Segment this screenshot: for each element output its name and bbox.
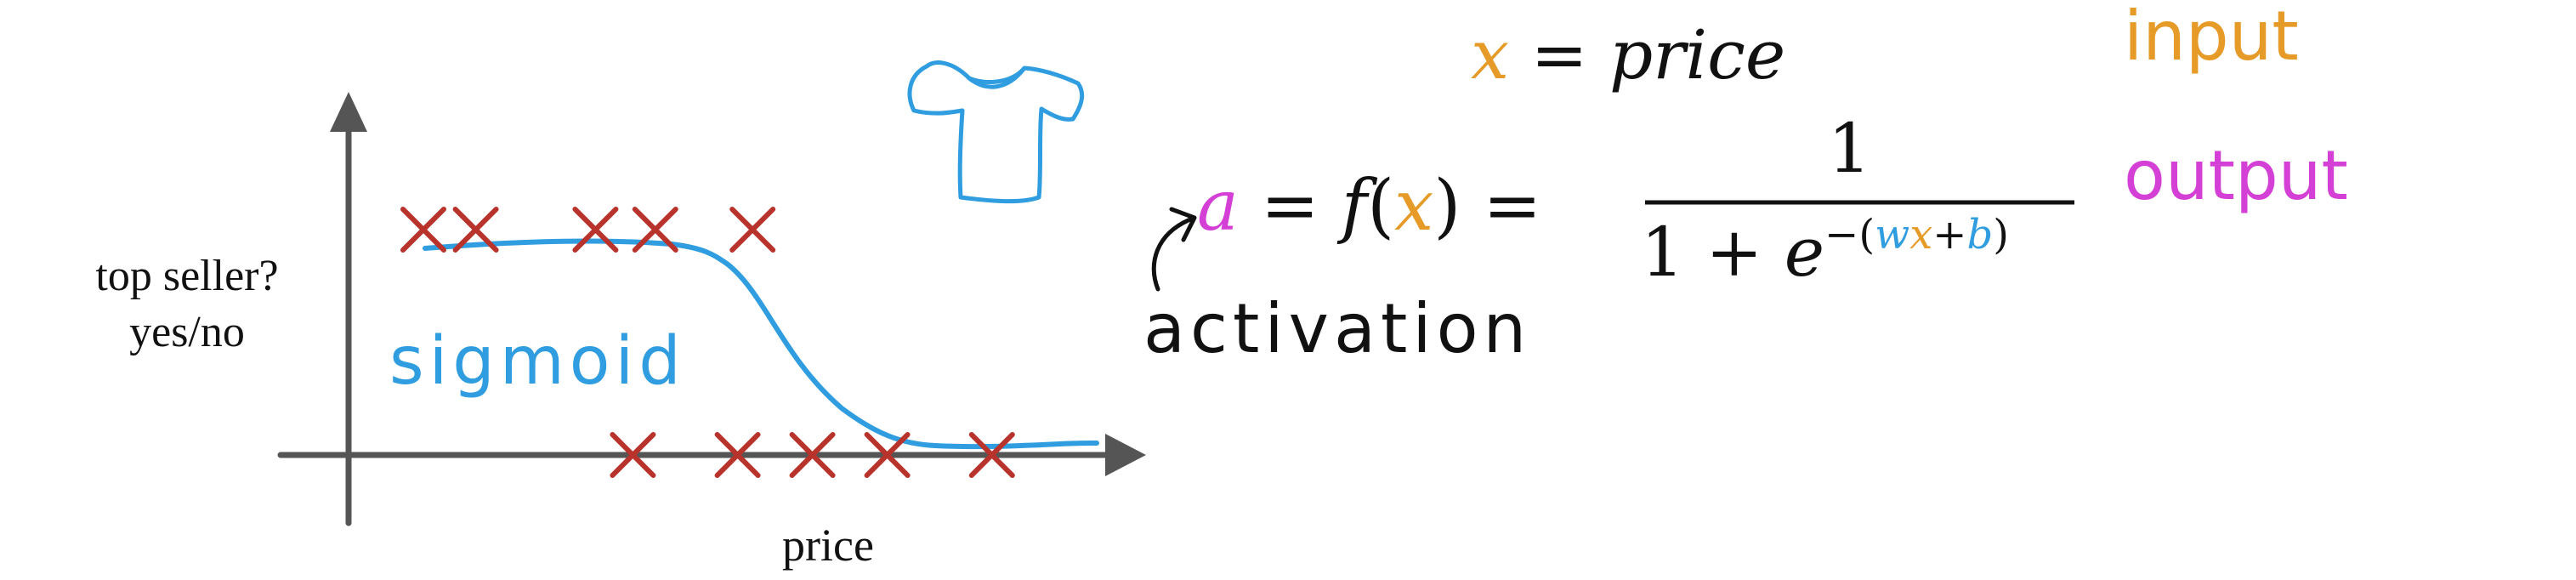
y-axis-label-line2: yes/no [129, 308, 245, 356]
input-label: input [2124, 0, 2299, 76]
sigmoid-curve [423, 238, 1099, 450]
eq-equals: = [1530, 15, 1588, 94]
equation-input: x = price [1471, 15, 1785, 94]
eq-equals-1: = [1260, 166, 1319, 247]
eq-open-paren: ( [1367, 166, 1395, 247]
x-marker [714, 432, 761, 478]
exponent: −(wx+b) [1824, 211, 2009, 259]
eq-equals-2: = [1483, 166, 1542, 247]
x-marker [572, 207, 619, 253]
data-markers [400, 207, 1015, 478]
x-marker [610, 432, 656, 478]
tshirt-icon [907, 60, 1085, 204]
activation-arrow [1151, 217, 1193, 292]
eq-f: f [1341, 166, 1368, 247]
fraction-denominator: 1 + e−(wx+b) [1641, 211, 2009, 292]
eq-x-arg: x [1394, 166, 1434, 247]
x-axis-label: price [782, 520, 874, 571]
eq-x: x [1471, 15, 1510, 94]
x-marker [968, 432, 1015, 478]
tshirt-collar [967, 66, 1026, 89]
equation-output-lhs: a = f(x) = [1197, 166, 1541, 247]
x-marker [452, 207, 499, 253]
denom-e: e [1784, 213, 1825, 292]
y-axis-arrowhead [330, 92, 367, 132]
activation-label: activation [1143, 289, 1532, 368]
activation-arrowhead [1169, 207, 1197, 242]
x-marker [789, 432, 836, 478]
exp-x: x [1909, 211, 1933, 259]
x-axis-arrowhead [1105, 434, 1146, 476]
sigmoid-label: sigmoid [389, 323, 686, 400]
exp-open: −( [1824, 211, 1875, 259]
eq-close-paren: ) [1433, 166, 1461, 247]
exp-plus: + [1932, 211, 1967, 259]
y-axis-label-line1: top seller? [95, 252, 279, 300]
y-axis-label: top seller? yes/no [34, 248, 340, 361]
exp-close: ) [1993, 211, 2009, 259]
exp-w: w [1875, 211, 1910, 259]
eq-price: price [1609, 15, 1786, 94]
output-label: output [2124, 136, 2348, 215]
x-marker [864, 432, 911, 478]
exp-b: b [1966, 211, 1994, 259]
eq-a: a [1197, 166, 1239, 247]
denom-prefix: 1 + [1641, 213, 1784, 292]
fraction-numerator: 1 [1828, 109, 1871, 188]
x-marker [632, 207, 678, 253]
x-marker [400, 207, 446, 253]
x-marker [729, 207, 776, 253]
